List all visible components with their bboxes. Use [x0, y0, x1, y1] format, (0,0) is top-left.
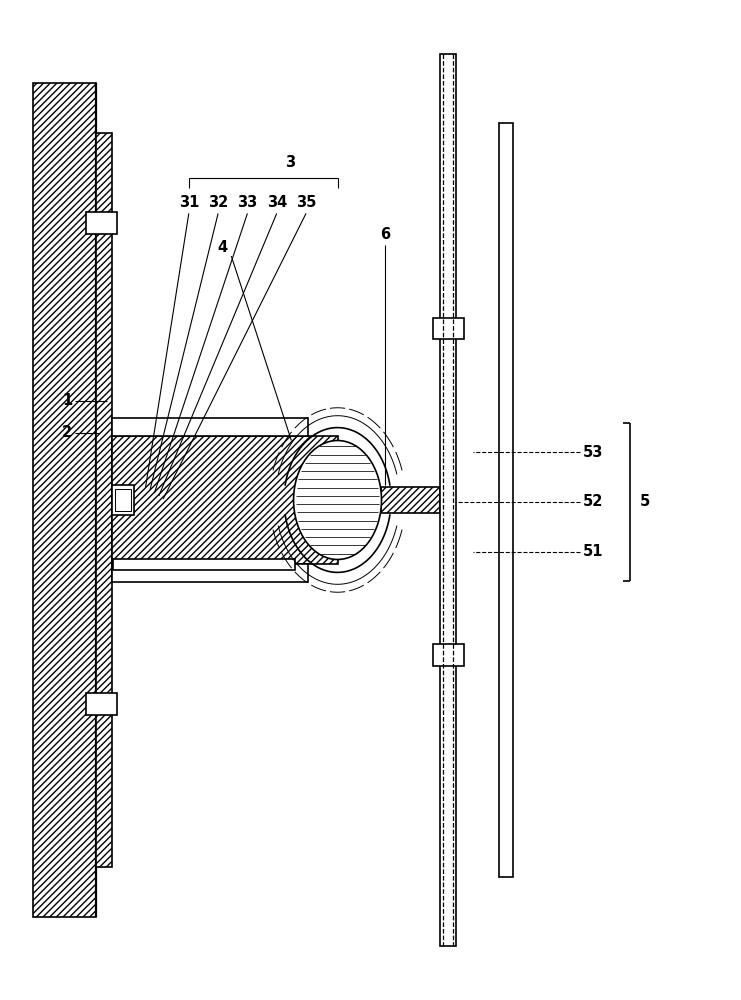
Circle shape	[293, 440, 382, 560]
Text: 5: 5	[640, 494, 651, 509]
Bar	[86, 693, 117, 715]
Bar	[96, 133, 112, 867]
Bar	[112, 436, 338, 564]
Text: 2: 2	[62, 425, 73, 440]
Text: 4: 4	[217, 240, 227, 255]
Text: 51: 51	[583, 544, 603, 559]
Bar	[86, 212, 117, 234]
Text: 33: 33	[237, 195, 258, 210]
Text: 31: 31	[179, 195, 199, 210]
Text: 3: 3	[285, 155, 295, 170]
Bar	[433, 318, 464, 339]
Bar	[499, 123, 514, 877]
Text: 35: 35	[296, 195, 316, 210]
Bar	[112, 485, 134, 515]
Text: 32: 32	[208, 195, 228, 210]
Bar	[382, 487, 440, 513]
Bar	[433, 644, 464, 666]
Bar	[33, 83, 96, 916]
Bar	[112, 564, 308, 582]
Text: 52: 52	[583, 494, 603, 509]
Bar	[112, 418, 308, 436]
Text: 6: 6	[380, 227, 391, 242]
Bar	[113, 559, 295, 570]
Text: 1: 1	[62, 393, 73, 408]
Text: 53: 53	[583, 445, 603, 460]
Text: 34: 34	[267, 195, 287, 210]
Bar	[115, 489, 131, 511]
Bar	[440, 54, 456, 946]
